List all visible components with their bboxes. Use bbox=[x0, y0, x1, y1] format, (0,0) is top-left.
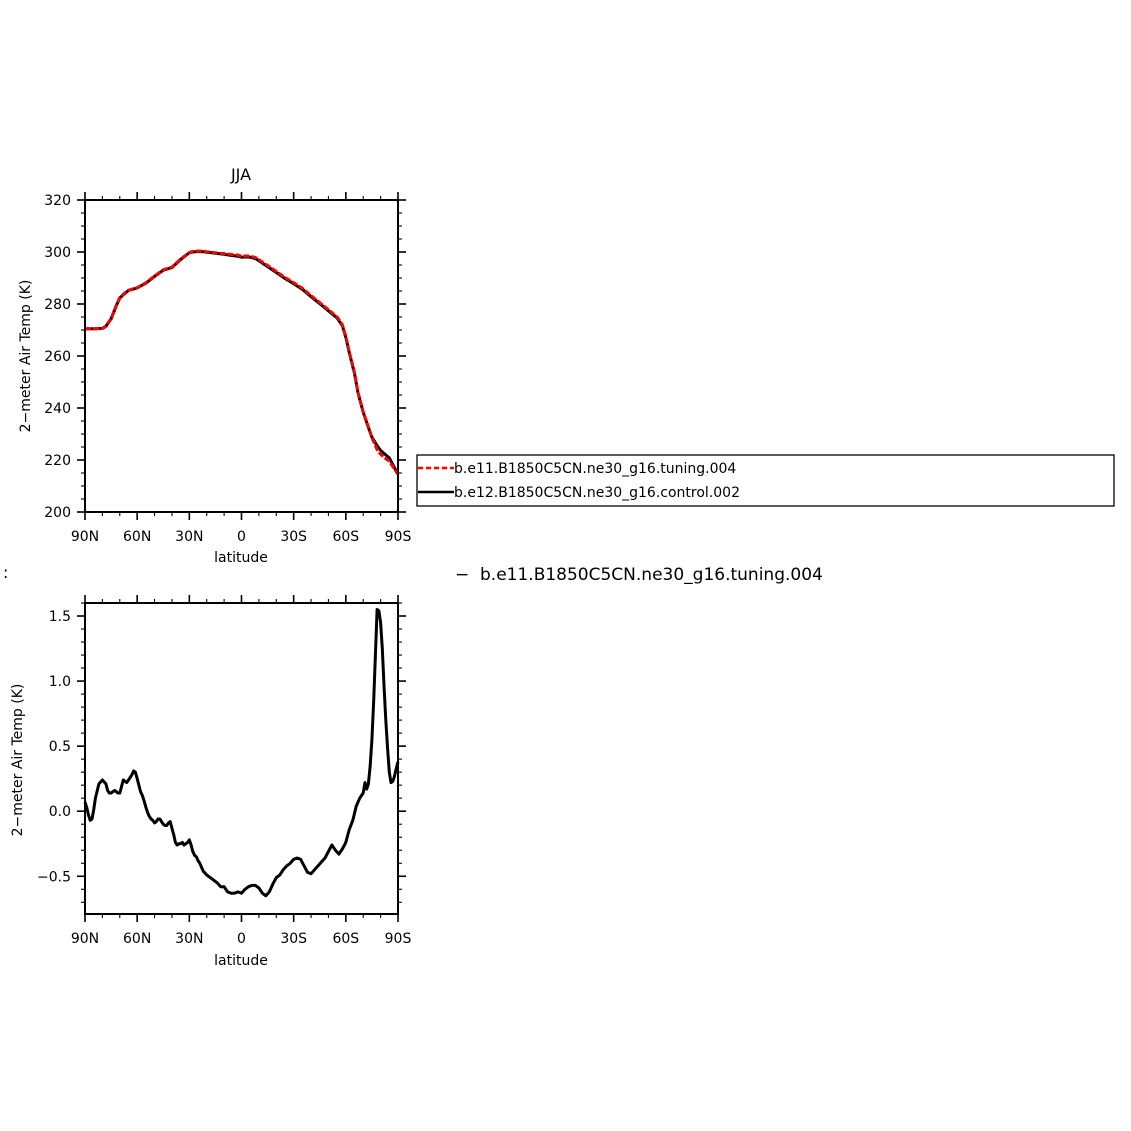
x-tick-label: 0 bbox=[237, 529, 246, 545]
lower-series bbox=[83, 608, 400, 898]
y-tick-label: 280 bbox=[44, 297, 71, 313]
upper-ticks bbox=[77, 192, 406, 520]
upper-y-tick-labels: 200 220 240 260 280 300 320 bbox=[44, 193, 71, 521]
y-tick-label: −0.5 bbox=[37, 869, 71, 885]
x-tick-label: 90N bbox=[71, 931, 99, 947]
lower-y-axis-label: 2−meter Air Temp (K) bbox=[10, 684, 26, 837]
upper-series bbox=[84, 249, 400, 476]
x-tick-label: 90S bbox=[385, 931, 412, 947]
upper-y-axis-label: 2−meter Air Temp (K) bbox=[18, 280, 34, 433]
x-tick-label: 60N bbox=[123, 931, 151, 947]
lower-x-tick-labels: 90N 60N 30N 0 30S 60S 90S bbox=[71, 931, 412, 947]
lower-x-axis-label: latitude bbox=[214, 953, 268, 969]
b-e11-b1850c5cn-ne30-g16-tuning-004-series-line bbox=[84, 249, 400, 476]
difference-series-line bbox=[83, 608, 400, 898]
lower-panel: 90N 60N 30N 0 30S 60S 90S −0.5 0.0 0.5 1.0 1.5 lat… bbox=[10, 595, 411, 969]
y-tick-label: 0.5 bbox=[49, 739, 71, 755]
y-tick-label: 260 bbox=[44, 349, 71, 365]
x-tick-label: 60N bbox=[123, 529, 151, 545]
stray-mark: : bbox=[3, 563, 8, 582]
lower-plot-frame bbox=[84, 602, 399, 915]
y-tick-label: 220 bbox=[44, 453, 71, 469]
x-tick-label: 30N bbox=[175, 931, 203, 947]
legend-entry-control: b.e12.B1850C5CN.ne30_g16.control.002 bbox=[454, 485, 740, 501]
legend-entry-tuning: b.e11.B1850C5CN.ne30_g16.tuning.004 bbox=[454, 461, 736, 477]
y-tick-label: 1.5 bbox=[49, 609, 71, 625]
y-tick-label: 200 bbox=[44, 505, 71, 521]
upper-title: JJA bbox=[230, 165, 251, 184]
lower-y-tick-labels: −0.5 0.0 0.5 1.0 1.5 bbox=[37, 609, 71, 885]
x-tick-label: 60S bbox=[332, 529, 359, 545]
y-tick-label: 320 bbox=[44, 193, 71, 209]
legend-box bbox=[416, 454, 1115, 507]
y-tick-label: 1.0 bbox=[49, 674, 71, 690]
upper-panel: JJA 90N 60N 30N 0 30S 60S 90S 200 220 240 260 280 3… bbox=[18, 165, 411, 566]
x-tick-label: 60S bbox=[332, 931, 359, 947]
lower-legend-label: b.e11.B1850C5CN.ne30_g16.tuning.004 bbox=[480, 565, 823, 585]
x-tick-label: 0 bbox=[237, 931, 246, 947]
legend: b.e11.B1850C5CN.ne30_g16.tuning.004 b.e1… bbox=[416, 454, 1115, 507]
y-tick-label: 300 bbox=[44, 245, 71, 261]
upper-x-tick-labels: 90N 60N 30N 0 30S 60S 90S bbox=[71, 529, 412, 545]
x-tick-label: 90N bbox=[71, 529, 99, 545]
x-tick-label: 30N bbox=[175, 529, 203, 545]
y-tick-label: 240 bbox=[44, 401, 71, 417]
x-tick-label: 30S bbox=[280, 931, 307, 947]
lower-legend-line: − bbox=[455, 565, 469, 585]
x-tick-label: 90S bbox=[385, 529, 412, 545]
upper-plot-frame bbox=[84, 199, 399, 513]
x-tick-label: 30S bbox=[280, 529, 307, 545]
y-tick-label: 0.0 bbox=[49, 804, 71, 820]
upper-x-axis-label: latitude bbox=[214, 550, 268, 566]
lower-ticks bbox=[77, 595, 406, 922]
